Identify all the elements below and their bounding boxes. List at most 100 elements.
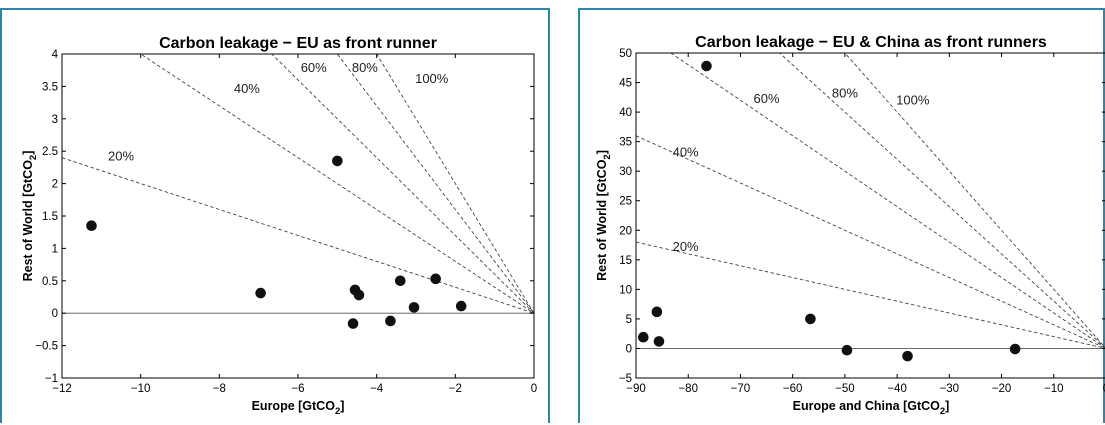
chart-eu-front-runner: 20% 40% 60% 80% 100% −12 −10 −8 −6 −4 −2 0 −1 −0.5 0 0.…	[21, 35, 537, 417]
leakage-label-80pct: 80%	[352, 60, 378, 75]
x-tick-label: −2	[449, 383, 462, 395]
y-tick-label: 0.5	[42, 276, 58, 288]
x-axis-label: Europe [GtCO2]	[252, 399, 345, 417]
leakage-label-40pct: 40%	[673, 144, 699, 159]
x-tick-label: −4	[370, 383, 384, 395]
data-point	[347, 318, 359, 329]
y-tick-label: 10	[619, 284, 632, 296]
chart-panel-eu: 20% 40% 60% 80% 100% −12 −10 −8 −6 −4 −2 0 −1 −0.5 0 0.…	[0, 8, 550, 423]
y-axis-label-end: ]	[21, 151, 35, 155]
x-tick-label: −6	[291, 383, 304, 395]
x-tick-label: −40	[887, 383, 907, 395]
leakage-label-100pct: 100%	[415, 71, 449, 86]
y-tick-label: −0.5	[35, 341, 58, 353]
plot-frame	[61, 53, 535, 379]
y-axis-label-end: ]	[595, 150, 609, 154]
x-axis-label-sub: 2	[940, 406, 945, 417]
data-point	[255, 287, 266, 299]
x-tick-label: −70	[731, 383, 751, 395]
leakage-label-80pct: 80%	[832, 85, 858, 100]
x-tick-label: −80	[678, 383, 698, 395]
x-tick-label: −20	[992, 383, 1012, 395]
leakage-line-100pct	[844, 53, 1105, 349]
plot-frame	[635, 52, 1105, 379]
x-axis-label-end: ]	[945, 399, 949, 413]
data-point	[385, 315, 396, 327]
y-tick-label: −1	[45, 373, 58, 385]
leakage-label-40pct: 40%	[234, 81, 260, 96]
data-point	[408, 302, 420, 313]
y-axis-label: Rest of World [GtCO2]	[595, 150, 613, 281]
leakage-line-80pct	[778, 53, 1105, 349]
x-axis-label-sub: 2	[335, 406, 340, 417]
x-tick-label: 0	[1103, 383, 1105, 395]
y-tick-label: −5	[619, 373, 632, 385]
data-point	[86, 220, 97, 232]
data-point	[651, 306, 663, 318]
data-point	[455, 300, 467, 312]
x-tick-label: −10	[1044, 383, 1064, 395]
data-point	[902, 350, 913, 362]
y-tick-label: 3	[52, 114, 58, 126]
plot-area	[636, 53, 1105, 362]
data-point	[805, 313, 816, 325]
y-tick-label: 2.5	[42, 146, 58, 158]
data-point	[638, 331, 649, 343]
y-tick-label: 20	[619, 225, 632, 237]
chart-panel-eu-china: 20% 40% 60% 80% 100% −90 −80 −70 −60 −50 −40 −30 −20…	[578, 8, 1105, 423]
y-tick-label: 1	[52, 243, 58, 255]
y-tick-label: 45	[619, 78, 632, 90]
data-point	[430, 273, 441, 285]
x-tick-label: 0	[531, 383, 537, 395]
data-point	[701, 60, 712, 72]
x-axis-label-main: Europe and China [GtCO	[793, 399, 941, 413]
y-tick-label: 25	[619, 196, 632, 208]
y-axis-label-sub: 2	[28, 155, 39, 160]
y-tick-label: 3.5	[42, 81, 58, 93]
y-axis-label: Rest of World [GtCO2]	[21, 151, 39, 282]
leakage-line-20pct	[62, 157, 534, 314]
y-tick-label: 0	[52, 308, 58, 320]
data-point	[1009, 343, 1021, 355]
chart-title: Carbon leakage − EU & China as front run…	[695, 34, 1047, 51]
data-point	[353, 289, 365, 301]
leakage-line-20pct	[636, 241, 1105, 349]
y-tick-label: 0	[626, 343, 632, 355]
y-tick-label: 35	[619, 137, 632, 149]
plot-area	[62, 54, 534, 329]
y-tick-label: 40	[619, 107, 632, 119]
chart-eu-china-front-runners: 20%40%60% 80% 100%−90 −80 −70 −60 −50 −40 −30 −20…	[595, 34, 1105, 417]
leakage-label-60pct: 60%	[754, 91, 780, 106]
y-tick-label: 2	[52, 179, 58, 191]
y-tick-label: 50	[619, 48, 632, 60]
x-tick-label: −30	[940, 383, 960, 395]
x-tick-label: −90	[626, 383, 646, 395]
y-axis-label-sub: 2	[602, 154, 613, 159]
y-tick-label: 5	[626, 314, 632, 326]
y-tick-label: 1.5	[42, 211, 58, 223]
leakage-line-60pct	[271, 54, 534, 314]
y-tick-label: 30	[619, 166, 632, 178]
x-axis-label-main: Europe [GtCO	[252, 399, 336, 413]
data-point	[332, 155, 343, 167]
y-tick-label: 4	[52, 49, 59, 61]
leakage-line-80pct	[336, 54, 534, 314]
x-tick-label: −10	[131, 383, 151, 395]
data-point	[394, 275, 406, 287]
x-axis-label-end: ]	[340, 399, 344, 413]
leakage-line-40pct	[139, 54, 534, 314]
y-axis-label-main: Rest of World [GtCO	[21, 160, 35, 282]
leakage-label-20pct: 20%	[673, 239, 699, 254]
x-tick-label: −60	[783, 383, 803, 395]
leakage-line-60pct	[670, 53, 1105, 349]
x-axis-label: Europe and China [GtCO2]	[793, 399, 950, 417]
y-axis-label-main: Rest of World [GtCO	[595, 159, 609, 281]
leakage-label-20pct: 20%	[108, 148, 134, 163]
leakage-label-100pct: 100%	[896, 92, 930, 107]
x-tick-label: −12	[52, 383, 72, 395]
leakage-line-40pct	[636, 135, 1105, 349]
x-tick-label: −50	[835, 383, 855, 395]
y-tick-label: 15	[619, 255, 632, 267]
leakage-label-60pct: 60%	[301, 60, 327, 75]
x-tick-label: −8	[213, 383, 226, 395]
